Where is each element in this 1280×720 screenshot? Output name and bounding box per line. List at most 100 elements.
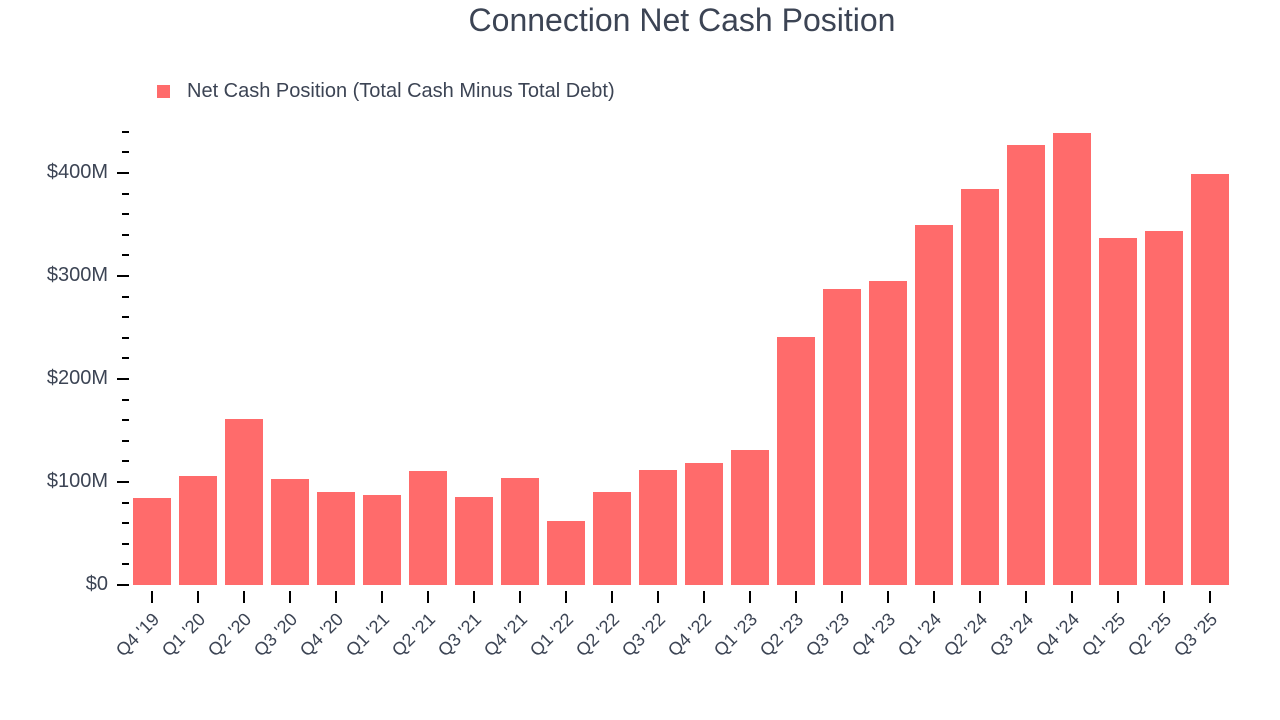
y-minor-tick: [122, 357, 129, 360]
y-minor-tick: [122, 419, 129, 422]
bar[interactable]: [179, 475, 217, 585]
bar[interactable]: [823, 289, 861, 585]
legend-label: Net Cash Position (Total Cash Minus Tota…: [187, 80, 615, 102]
bar[interactable]: [1099, 237, 1137, 585]
x-tick-label: Q1 '25: [1077, 609, 1130, 661]
x-tick: [1071, 591, 1073, 603]
bar[interactable]: [961, 189, 999, 585]
x-tick: [795, 591, 797, 603]
y-tick-label: $400M: [46, 161, 108, 183]
y-minor-tick: [122, 192, 129, 195]
x-tick: [887, 591, 889, 603]
bar[interactable]: [133, 498, 171, 585]
x-tick-label: Q4 '23: [847, 609, 900, 661]
x-tick: [1117, 591, 1119, 603]
x-tick-label: Q3 '25: [1169, 609, 1222, 661]
x-tick-label: Q2 '23: [755, 609, 808, 661]
x-tick: [197, 591, 199, 603]
x-tick-label: Q3 '21: [433, 609, 486, 661]
y-minor-tick: [122, 295, 129, 298]
bar[interactable]: [731, 450, 769, 585]
bar[interactable]: [1145, 230, 1183, 585]
x-tick: [657, 591, 659, 603]
y-minor-tick: [122, 542, 129, 545]
bar[interactable]: [547, 521, 585, 585]
y-tick-label: $200M: [46, 367, 108, 389]
x-tick: [1163, 591, 1165, 603]
y-major-tick: [117, 481, 129, 483]
x-tick: [749, 591, 751, 603]
bar[interactable]: [455, 497, 493, 585]
chart-title: Connection Net Cash Position: [468, 2, 896, 38]
x-tick-label: Q1 '21: [341, 609, 394, 661]
y-minor-tick: [122, 233, 129, 236]
bar[interactable]: [1191, 174, 1229, 585]
bar[interactable]: [685, 463, 723, 585]
x-tick: [335, 591, 337, 603]
y-minor-tick: [122, 501, 129, 504]
y-tick-label: $300M: [46, 264, 108, 286]
x-tick: [979, 591, 981, 603]
y-major-tick: [117, 378, 129, 380]
legend: Net Cash Position (Total Cash Minus Tota…: [157, 80, 615, 103]
legend-swatch: [157, 85, 170, 98]
x-tick: [841, 591, 843, 603]
bar[interactable]: [1007, 145, 1045, 585]
bar[interactable]: [501, 477, 539, 585]
bar[interactable]: [869, 281, 907, 585]
bar[interactable]: [317, 492, 355, 585]
x-tick-label: Q1 '22: [525, 609, 578, 661]
y-tick-label: $0: [85, 573, 108, 595]
x-tick-label: Q3 '22: [617, 609, 670, 661]
x-tick-label: Q4 '22: [663, 609, 716, 661]
y-minor-tick: [122, 398, 129, 401]
y-minor-tick: [122, 336, 129, 339]
y-major-tick: [117, 275, 129, 277]
x-tick: [1209, 591, 1211, 603]
x-tick-label: Q3 '24: [985, 609, 1038, 661]
y-minor-tick: [122, 254, 129, 257]
y-minor-tick: [122, 151, 129, 154]
x-tick: [151, 591, 153, 603]
y-minor-tick: [122, 522, 129, 525]
x-tick-label: Q1 '20: [157, 609, 210, 661]
x-tick-label: Q1 '23: [709, 609, 762, 661]
x-tick: [519, 591, 521, 603]
bar[interactable]: [225, 419, 263, 585]
y-major-tick: [117, 172, 129, 174]
x-tick-label: Q4 '20: [295, 609, 348, 661]
y-tick-label: $100M: [46, 470, 108, 492]
x-tick: [611, 591, 613, 603]
x-tick-label: Q2 '25: [1123, 609, 1176, 661]
bar[interactable]: [777, 336, 815, 585]
x-tick-label: Q1 '24: [893, 609, 946, 661]
y-major-tick: [117, 584, 129, 586]
bar[interactable]: [639, 469, 677, 585]
x-tick-label: Q3 '23: [801, 609, 854, 661]
bar[interactable]: [593, 492, 631, 585]
x-tick-label: Q2 '22: [571, 609, 624, 661]
y-minor-tick: [122, 213, 129, 216]
y-minor-tick: [122, 439, 129, 442]
x-tick: [933, 591, 935, 603]
y-minor-tick: [122, 130, 129, 133]
y-minor-tick: [122, 460, 129, 463]
bar[interactable]: [409, 470, 447, 585]
bar[interactable]: [363, 495, 401, 585]
x-tick-label: Q2 '20: [203, 609, 256, 661]
x-tick-label: Q2 '21: [387, 609, 440, 661]
x-tick: [243, 591, 245, 603]
bar[interactable]: [1053, 132, 1091, 585]
x-tick: [703, 591, 705, 603]
y-minor-tick: [122, 316, 129, 319]
bar[interactable]: [915, 224, 953, 585]
x-tick: [473, 591, 475, 603]
x-tick-label: Q4 '21: [479, 609, 532, 661]
x-tick: [427, 591, 429, 603]
x-tick: [289, 591, 291, 603]
x-tick: [565, 591, 567, 603]
x-tick-label: Q4 '24: [1031, 609, 1084, 661]
x-tick-label: Q4 '19: [111, 609, 164, 661]
bar[interactable]: [271, 478, 309, 585]
